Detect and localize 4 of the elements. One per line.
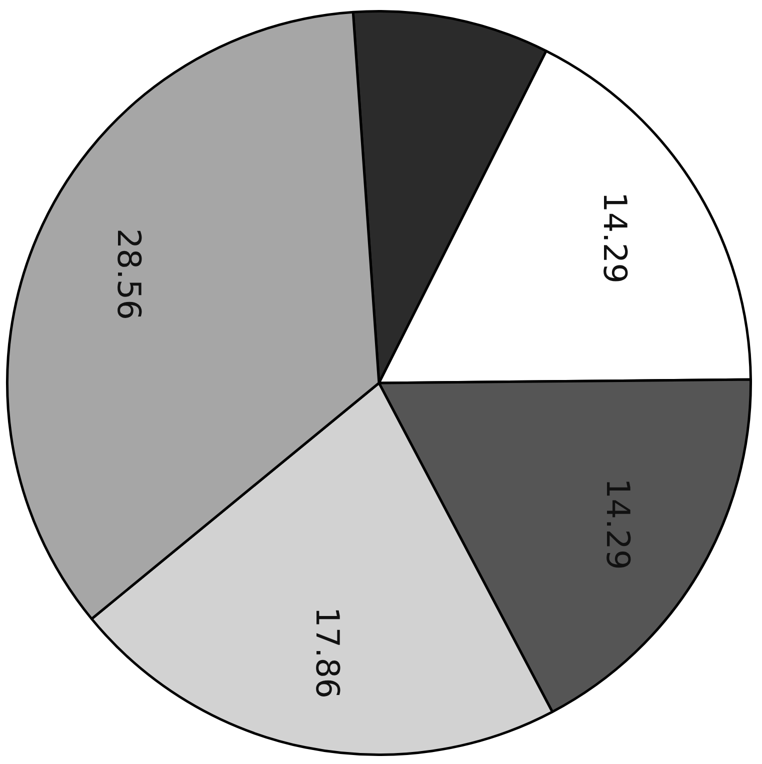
data-label: 14.29: [596, 192, 634, 284]
data-label: 17.86: [308, 606, 346, 698]
data-label: 28.56: [110, 228, 148, 320]
data-label: 14.29: [598, 478, 637, 570]
